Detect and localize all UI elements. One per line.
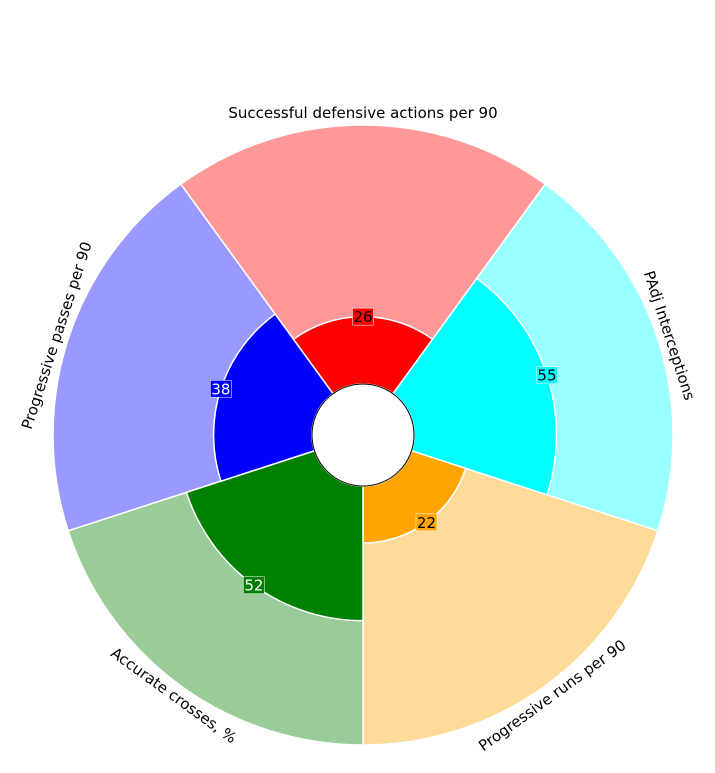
center-hole (311, 383, 415, 487)
value-label-box-padj-interceptions (536, 366, 558, 384)
value-label-successful-defensive-actions-per-90: 26 (353, 308, 372, 326)
value-label-box-progressive-passes-per-90 (210, 380, 232, 398)
value-label-accurate-crosses: 52 (244, 577, 263, 595)
category-label-successful-defensive-actions-per-90: Successful defensive actions per 90 (228, 104, 497, 122)
value-label-padj-interceptions: 55 (537, 367, 556, 385)
value-label-box-progressive-runs-per-90 (415, 513, 438, 532)
value-label-progressive-passes-per-90: 38 (211, 380, 230, 398)
value-label-box-accurate-crosses (243, 576, 265, 594)
value-slices (185, 277, 558, 622)
value-labels: 26 55 22 52 38 (210, 307, 558, 595)
value-label-box-successful-defensive-actions-per-90 (352, 307, 374, 326)
value-label-progressive-runs-per-90: 22 (417, 514, 436, 532)
